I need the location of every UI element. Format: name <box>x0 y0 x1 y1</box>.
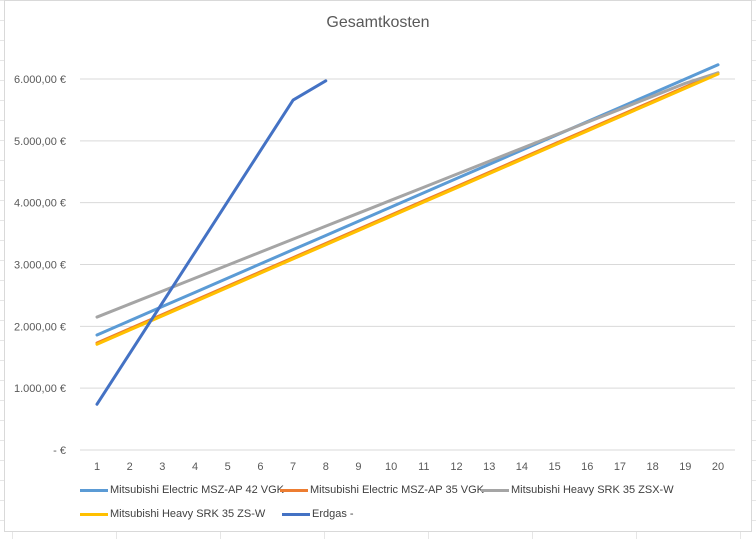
legend-label: Mitsubishi Heavy SRK 35 ZSX-W <box>511 484 674 496</box>
y-tick-label: 2.000,00 € <box>14 321 66 333</box>
x-tick-label: 16 <box>581 461 593 473</box>
x-tick-label: 10 <box>385 461 397 473</box>
x-tick-label: 18 <box>647 461 659 473</box>
x-axis-tick-labels: 1 2 3 4 5 6 7 8 9 10 11 12 13 14 15 16 17 18 19 20 <box>94 461 724 473</box>
x-tick-label: 15 <box>548 461 560 473</box>
x-tick-label: 13 <box>483 461 495 473</box>
x-tick-label: 4 <box>192 461 198 473</box>
x-tick-label: 19 <box>679 461 691 473</box>
legend-item[interactable]: Mitsubishi Electric MSZ-AP 42 VGK <box>80 484 284 496</box>
y-tick-label: - € <box>53 445 66 457</box>
legend-item[interactable]: Mitsubishi Heavy SRK 35 ZS-W <box>80 508 265 520</box>
x-tick-label: 7 <box>290 461 296 473</box>
legend-label: Erdgas - <box>312 508 354 520</box>
legend-item[interactable]: Mitsubishi Heavy SRK 35 ZSX-W <box>481 484 674 496</box>
x-tick-label: 8 <box>323 461 329 473</box>
x-tick-label: 2 <box>127 461 133 473</box>
legend-label: Mitsubishi Heavy SRK 35 ZS-W <box>110 508 266 520</box>
series-line[interactable] <box>95 63 720 337</box>
legend-item[interactable]: Mitsubishi Electric MSZ-AP 35 VGK <box>280 484 484 496</box>
x-tick-label: 3 <box>159 461 165 473</box>
legend-item[interactable]: Erdgas - <box>282 508 354 520</box>
gridlines <box>80 78 735 451</box>
series-line[interactable] <box>95 71 720 319</box>
legend-swatch <box>282 512 310 516</box>
y-tick-label: 5.000,00 € <box>14 136 66 148</box>
series-lines <box>95 63 720 406</box>
x-tick-label: 5 <box>225 461 231 473</box>
x-tick-label: 1 <box>94 461 100 473</box>
x-tick-label: 17 <box>614 461 626 473</box>
x-tick-label: 20 <box>712 461 724 473</box>
legend-swatch <box>280 488 308 492</box>
x-tick-label: 11 <box>418 461 429 473</box>
y-tick-label: 3.000,00 € <box>14 260 66 272</box>
legend-swatch <box>80 488 108 492</box>
x-tick-label: 12 <box>450 461 462 473</box>
legend-label: Mitsubishi Electric MSZ-AP 42 VGK <box>110 484 285 496</box>
legend-swatch <box>80 512 108 516</box>
legend-label: Mitsubishi Electric MSZ-AP 35 VGK <box>310 484 485 496</box>
y-tick-label: 4.000,00 € <box>14 198 66 210</box>
y-tick-label: 6.000,00 € <box>14 74 66 86</box>
chart-title: Gesamtkosten <box>326 14 429 31</box>
series-line[interactable] <box>95 72 720 346</box>
y-axis-tick-labels: - € 1.000,00 € 2.000,00 € 3.000,00 € 4.000,0… <box>14 74 66 457</box>
x-tick-label: 6 <box>257 461 263 473</box>
y-tick-label: 1.000,00 € <box>14 383 66 395</box>
legend-swatch <box>481 488 509 492</box>
series-line[interactable] <box>95 79 328 406</box>
x-tick-label: 14 <box>516 461 528 473</box>
x-tick-label: 9 <box>355 461 361 473</box>
chart-area[interactable] <box>4 0 752 532</box>
